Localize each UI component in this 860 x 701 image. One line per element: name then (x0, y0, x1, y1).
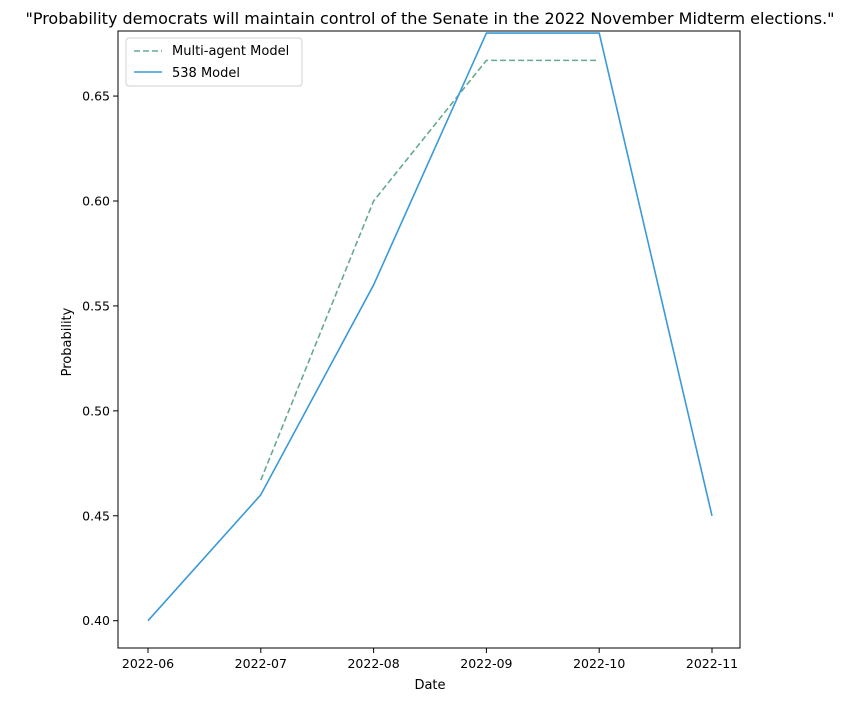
legend-box (125, 37, 303, 87)
series-line-538 (147, 32, 713, 622)
x-tick-label: 2022-10 (573, 656, 625, 671)
x-tick-label: 2022-09 (460, 656, 512, 671)
legend: Multi-agent Model 538 Model (125, 37, 303, 87)
series-line-multi-agent (260, 59, 600, 481)
y-tick-label: 0.55 (82, 298, 110, 313)
plot-frame (117, 30, 741, 649)
series-layer (147, 32, 713, 622)
x-tick-label: 2022-07 (235, 656, 287, 671)
y-axis-label: Probability (60, 307, 75, 376)
y-tick-label: 0.45 (82, 508, 110, 523)
y-tick-label: 0.50 (82, 403, 110, 418)
x-axis: 2022-06 2022-07 2022-08 2022-09 2022-10 2022-… (122, 648, 738, 671)
x-tick-label: 2022-08 (347, 656, 399, 671)
y-tick-label: 0.65 (82, 89, 110, 104)
y-axis: 0.40 0.45 0.50 0.55 0.60 0.65 (82, 89, 118, 628)
x-tick-label: 2022-11 (686, 656, 738, 671)
legend-label-multi-agent: Multi-agent Model (172, 44, 289, 59)
legend-label-538: 538 Model (172, 66, 240, 81)
x-axis-label: Date (414, 678, 445, 693)
x-tick-label: 2022-06 (122, 656, 174, 671)
y-tick-label: 0.60 (82, 193, 110, 208)
y-tick-label: 0.40 (82, 613, 110, 628)
chart-title: "Probability democrats will maintain con… (25, 9, 834, 28)
